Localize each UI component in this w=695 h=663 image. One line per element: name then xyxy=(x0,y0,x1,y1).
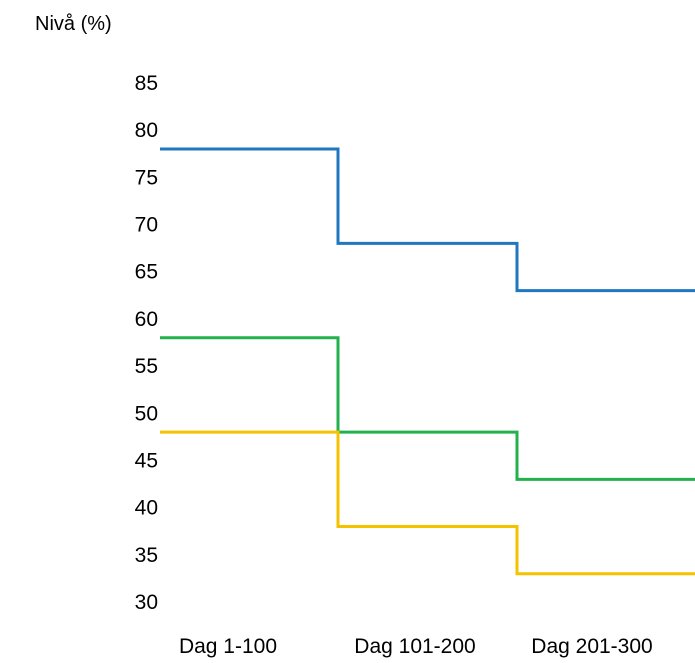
y-axis-label: Nivå (%) xyxy=(35,13,112,35)
y-tick-label: 50 xyxy=(135,402,158,425)
y-tick-label: 45 xyxy=(135,449,158,472)
category-labels: Dag 1-100 Dag 101-200 Dag 201-300 xyxy=(179,635,653,658)
y-tick-label: 30 xyxy=(135,591,158,614)
y-tick-label: 60 xyxy=(135,308,158,331)
series-line-2 xyxy=(160,336,695,481)
y-tick-label: 35 xyxy=(135,544,158,567)
y-tick-label: 65 xyxy=(135,261,158,284)
y-tick-labels: 30 35 40 45 50 55 60 65 70 75 80 85 xyxy=(135,72,158,614)
category-label: Dag 101-200 xyxy=(354,635,475,658)
y-tick-label: 85 xyxy=(135,72,158,95)
y-tick-label: 70 xyxy=(135,214,158,237)
y-tick-label: 75 xyxy=(135,166,158,189)
series-line-1 xyxy=(160,147,695,293)
y-tick-label: 40 xyxy=(135,497,158,520)
series-lines xyxy=(160,147,695,576)
y-tick-label: 55 xyxy=(135,355,158,378)
series-line-3 xyxy=(160,430,695,576)
category-label: Dag 201-300 xyxy=(531,635,652,658)
category-label: Dag 1-100 xyxy=(179,635,277,658)
y-tick-label: 80 xyxy=(135,119,158,142)
